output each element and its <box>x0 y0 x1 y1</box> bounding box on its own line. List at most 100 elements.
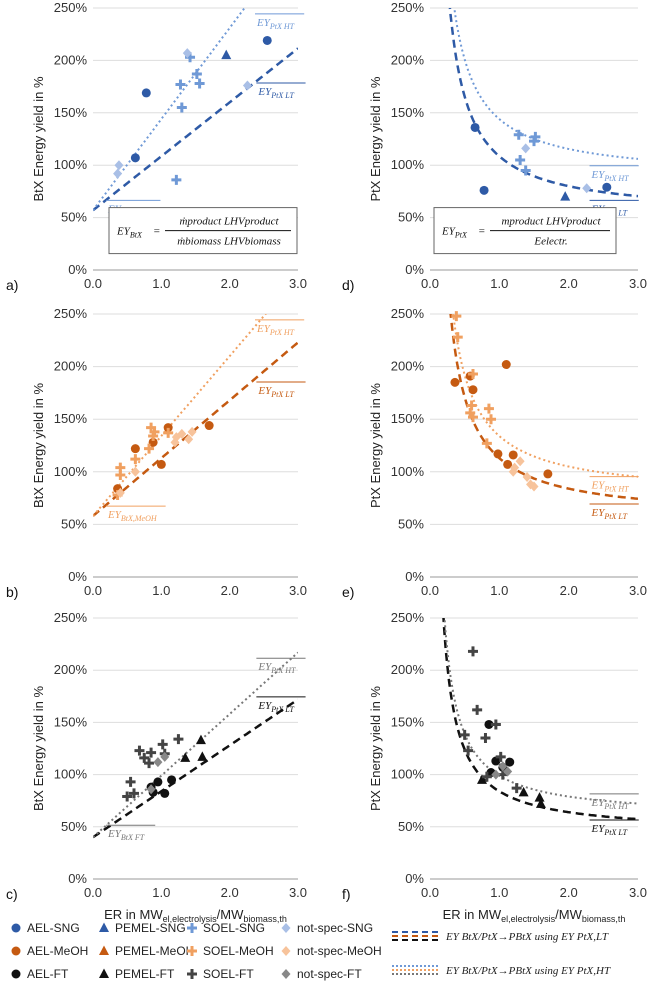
data-point <box>153 757 163 768</box>
data-point <box>515 456 525 467</box>
x-tick-label: 3.0 <box>289 583 307 598</box>
data-point <box>182 48 192 59</box>
y-tick-label: 100% <box>54 464 88 479</box>
data-point <box>134 745 145 756</box>
formula-box: EYBtX = ṁproduct LHVproduct ṁbiomass LHVbio… <box>108 207 298 255</box>
x-tick-label: 1.0 <box>152 276 170 291</box>
y-tick-label: 50% <box>398 819 424 834</box>
legend-label: not-spec-MeOH <box>297 944 382 958</box>
data-point <box>221 49 232 60</box>
data-point <box>450 377 460 387</box>
y-tick-label: 0% <box>405 262 424 277</box>
data-point <box>582 183 592 194</box>
data-point <box>262 35 272 45</box>
y-tick-label: 100% <box>391 767 425 782</box>
data-point <box>543 469 553 479</box>
legend-marker-circle <box>11 969 21 979</box>
data-point <box>163 427 174 438</box>
data-point <box>459 729 470 740</box>
data-point <box>175 79 186 90</box>
x-tick-label: 1.0 <box>152 885 170 900</box>
x-axis-label: ER in MWel,electrolysis/MWbiomass,th <box>104 907 287 924</box>
data-point <box>176 102 187 113</box>
series-line-lt <box>93 47 298 212</box>
series-line-lt <box>449 314 638 501</box>
data-point <box>173 734 184 745</box>
legend-label: not-spec-FT <box>297 967 362 981</box>
legend-item: PEMEL-SNG <box>99 921 186 935</box>
data-point <box>160 788 170 798</box>
data-point <box>467 412 478 423</box>
panel-e: 0% 50% 100% 150% 200% 250% 0.0 1.0 2.0 3.0 PtX Ene… <box>342 306 647 600</box>
curve-label: EYPtX LT <box>591 507 628 521</box>
data-point <box>470 122 480 132</box>
legend-label: AEL-MeOH <box>27 944 88 958</box>
data-point <box>522 472 532 483</box>
data-point <box>122 791 133 802</box>
data-point <box>139 752 150 763</box>
data-point <box>114 160 124 171</box>
curve-label: EYPtX HT <box>257 661 296 675</box>
panel-f: 0% 50% 100% 150% 200% 250% 0.0 1.0 2.0 3.0 PtX Ene… <box>342 610 647 924</box>
data-point <box>508 466 518 477</box>
y-tick-label: 50% <box>398 210 424 225</box>
legend-marker-circle <box>11 946 21 956</box>
data-point <box>520 165 531 176</box>
y-tick-label: 50% <box>61 516 87 531</box>
data-point <box>503 766 513 777</box>
y-tick-label: 100% <box>54 767 88 782</box>
data-point <box>505 757 515 767</box>
data-point <box>484 719 494 729</box>
formula-numerator: mproduct LHVproduct <box>501 216 601 228</box>
data-point <box>479 185 489 195</box>
curve-label: EYBtX,MeOH <box>107 509 158 523</box>
legend-marker-diamond <box>281 946 291 956</box>
x-tick-label: 1.0 <box>490 583 508 598</box>
legend-item: not-spec-FT <box>281 967 362 981</box>
y-tick-label: 0% <box>68 262 87 277</box>
y-tick-label: 0% <box>405 871 424 886</box>
data-point <box>197 751 208 761</box>
legend-label: PEMEL-MeOH <box>115 944 194 958</box>
series-line-lt <box>93 341 298 517</box>
x-tick-label: 0.0 <box>84 276 102 291</box>
data-point <box>146 784 156 795</box>
data-point <box>481 771 492 782</box>
y-tick-label: 250% <box>391 0 425 15</box>
x-tick-label: 2.0 <box>221 583 239 598</box>
legend-item: SOEL-MeOH <box>187 944 274 958</box>
formula-lhs: EYPtX <box>441 226 468 240</box>
legend-marker-plus <box>187 946 197 956</box>
legend-marker-diamond <box>281 923 291 933</box>
data-point <box>184 434 194 445</box>
legend-line-label: EY BtX/PtX→PBtX using EY PtX,LT <box>445 931 609 943</box>
panel-a: 0% 50% 100% 150% 200% 250% 0.0 1.0 2.0 3.0 BtX Ene… <box>6 0 307 293</box>
panel-c: 0% 50% 100% 150% 200% 250% 0.0 1.0 2.0 3.0 BtX Ene… <box>6 610 307 924</box>
data-point <box>515 154 526 165</box>
data-point <box>204 421 214 431</box>
data-point <box>477 774 487 784</box>
series-line-lt <box>442 618 638 821</box>
data-point <box>146 747 157 758</box>
data-point <box>130 153 140 163</box>
data-point <box>167 775 177 785</box>
data-point <box>129 788 139 799</box>
data-point <box>170 437 180 448</box>
curve-label: EYPtX LT <box>591 823 628 837</box>
data-point <box>115 487 125 498</box>
x-tick-label: 2.0 <box>560 583 578 598</box>
legend-item-dotted: EY BtX/PtX→PBtX using EY PtX,HT <box>392 965 611 977</box>
series-line-ht <box>443 618 638 805</box>
legend-item: SOEL-FT <box>187 967 254 981</box>
panel-label: c) <box>6 886 18 902</box>
curve-label: EYPtX LT <box>257 86 294 100</box>
legend-marker-triangle <box>99 968 109 978</box>
y-axis-label: BtX Energy yield in % <box>31 686 46 811</box>
data-point <box>163 423 173 433</box>
y-tick-label: 0% <box>68 569 87 584</box>
series-line-ht <box>93 651 298 838</box>
data-point <box>148 437 158 447</box>
panel-label: e) <box>342 584 354 600</box>
data-point <box>481 438 492 449</box>
